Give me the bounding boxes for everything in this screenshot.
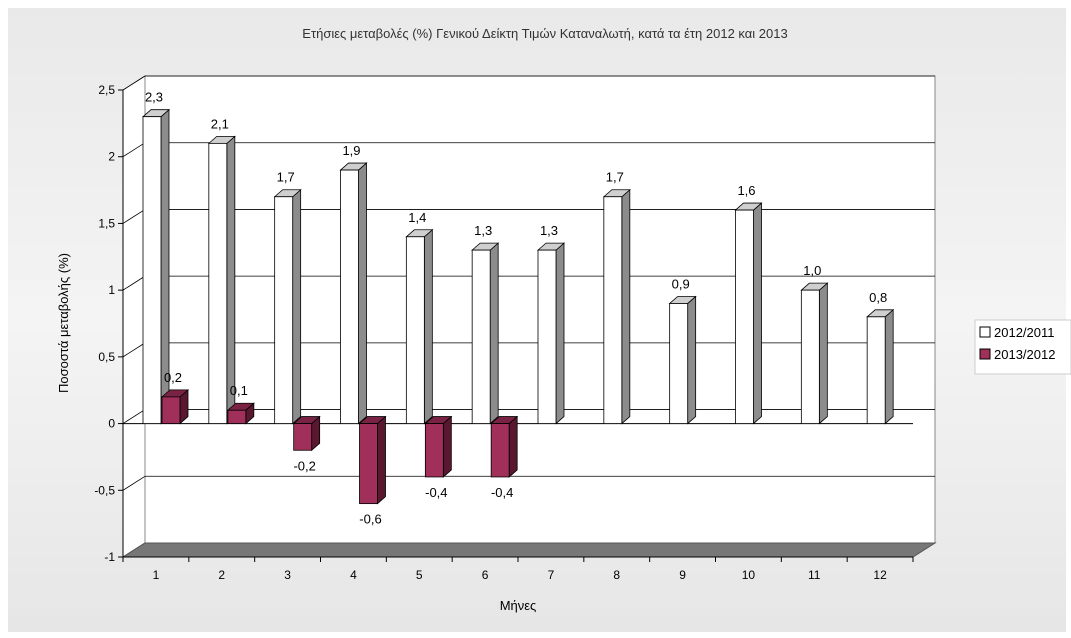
- bar: [293, 423, 313, 451]
- y-tick-label: 2: [108, 150, 115, 164]
- y-tick-label: 0: [108, 417, 115, 431]
- y-tick-label: 1,5: [98, 216, 115, 230]
- x-tick-label: 9: [679, 568, 686, 582]
- bar: [866, 316, 886, 424]
- plot-area: -1-0,500,511,522,51 2 3 4 5 6 7 8 9 10 11 122,32,11…: [94, 75, 937, 582]
- legend-swatch: [979, 348, 991, 360]
- grid-line-side: [122, 275, 146, 291]
- plot-side-wall: [122, 75, 146, 558]
- data-label: -0,4: [425, 485, 447, 500]
- y-tick-label: 0,5: [98, 350, 115, 364]
- grid-line-side: [122, 209, 146, 224]
- bar-side: [687, 295, 697, 425]
- bar-side: [423, 228, 433, 425]
- y-tick-label: 2,5: [98, 83, 115, 97]
- bar: [227, 409, 247, 424]
- y-tick-label: 1: [108, 283, 115, 297]
- x-tick-label: 12: [873, 568, 887, 582]
- x-tick-label: 6: [482, 568, 489, 582]
- plot-floor: [121, 542, 937, 558]
- data-label: 0,9: [672, 276, 690, 291]
- bar: [537, 249, 557, 424]
- x-tick-label: 1: [153, 568, 160, 582]
- bar-side: [555, 242, 565, 425]
- data-label: 0,8: [869, 290, 887, 305]
- bar: [274, 196, 294, 424]
- data-label: 1,0: [803, 263, 821, 278]
- x-axis-label: Μήνες: [500, 598, 537, 613]
- x-tick-label: 5: [416, 568, 423, 582]
- bar-side: [884, 308, 894, 425]
- bar-side: [442, 415, 452, 478]
- data-label: 1,3: [474, 223, 492, 238]
- grid-line-side: [122, 75, 146, 91]
- grid-line-side: [122, 142, 146, 158]
- bar: [424, 423, 444, 478]
- data-label: 0,2: [164, 370, 182, 385]
- data-label: 2,3: [145, 90, 163, 105]
- grid-line-side: [122, 475, 146, 491]
- grid-line-side: [122, 409, 146, 424]
- data-label: -0,2: [293, 458, 315, 473]
- y-axis-label: Ποσοστά μεταβολής (%): [56, 253, 71, 393]
- data-label: 1,7: [606, 170, 624, 185]
- data-label: 1,6: [737, 183, 755, 198]
- bar: [603, 196, 623, 424]
- bar-side: [621, 188, 631, 425]
- legend-swatch: [979, 326, 991, 338]
- x-tick-label: 11: [808, 568, 821, 582]
- data-label: 1,3: [540, 223, 558, 238]
- data-label: 1,4: [408, 210, 426, 225]
- x-tick-label: 7: [548, 568, 555, 582]
- legend-label: 2013/2012: [994, 347, 1055, 362]
- bar: [359, 423, 378, 505]
- bar-side: [753, 202, 762, 425]
- x-tick-label: 10: [742, 568, 756, 582]
- bar: [800, 289, 820, 424]
- bar: [471, 249, 491, 424]
- bar: [669, 303, 689, 424]
- bar-side: [377, 415, 386, 505]
- x-tick-label: 2: [218, 568, 225, 582]
- legend-box: [974, 319, 1071, 375]
- x-tick-label: 4: [350, 568, 357, 582]
- bar-side: [292, 188, 302, 425]
- legend: 2012/2011 2013/2012: [974, 319, 1071, 375]
- data-label: 0,1: [230, 383, 248, 398]
- y-tick-label: -1: [104, 550, 115, 564]
- bar: [735, 209, 754, 424]
- bar-side: [818, 282, 828, 425]
- grid-line-side: [122, 342, 146, 358]
- bar-side: [489, 242, 499, 425]
- data-label: 1,7: [277, 170, 295, 185]
- bar: [340, 169, 359, 424]
- bar: [142, 116, 162, 424]
- bar: [208, 142, 228, 424]
- x-tick-label: 8: [613, 568, 620, 582]
- y-tick-label: -0,5: [94, 483, 115, 497]
- data-label: 1,9: [342, 143, 360, 158]
- bar: [490, 423, 510, 478]
- bar: [161, 396, 181, 424]
- legend-label: 2012/2011: [994, 325, 1055, 340]
- bar-side: [508, 415, 518, 478]
- data-label: 2,1: [211, 116, 229, 131]
- bar-side: [226, 135, 236, 425]
- data-label: -0,4: [491, 485, 513, 500]
- x-tick-label: 3: [284, 568, 291, 582]
- bar: [405, 236, 425, 424]
- chart-title: Ετήσιες μεταβολές (%) Γενικού Δείκτη Τιμ…: [302, 26, 787, 41]
- data-label: -0,6: [359, 512, 381, 527]
- bar-side: [358, 162, 367, 425]
